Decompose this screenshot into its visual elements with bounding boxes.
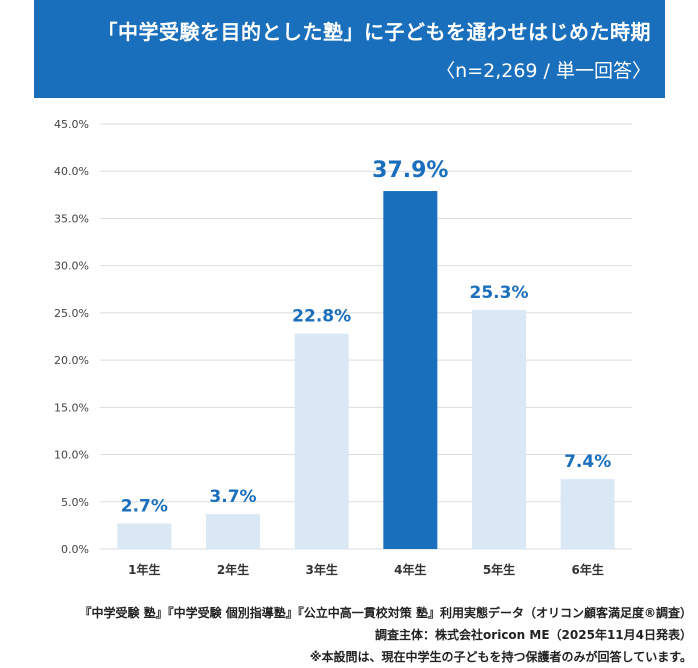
bar: [206, 514, 260, 549]
data-label: 22.8%: [292, 307, 351, 327]
x-tick-label: 5年生: [483, 562, 515, 577]
bar: [472, 310, 526, 549]
y-tick-label: 40.0%: [54, 165, 89, 178]
y-tick-label: 20.0%: [54, 354, 89, 367]
footer-source: 『中学受験 塾』『中学受験 個別指導塾』『公立中高一貫校対策 塾』利用実態データ…: [79, 606, 692, 620]
data-label: 7.4%: [564, 452, 611, 472]
y-tick-label: 0.0%: [61, 543, 89, 556]
x-tick-label: 2年生: [217, 562, 249, 577]
chart-subtitle: 〈n=2,269 / 単一回答〉: [436, 60, 651, 82]
data-label: 3.7%: [209, 487, 256, 507]
data-label: 37.9%: [372, 158, 448, 183]
y-tick-label: 45.0%: [54, 118, 89, 131]
x-tick-label: 3年生: [305, 562, 337, 577]
y-tick-label: 25.0%: [54, 307, 89, 320]
bar: [294, 333, 349, 549]
bar: [383, 191, 438, 550]
y-tick-label: 5.0%: [61, 496, 89, 509]
chart-header: 「中学受験を目的とした塾」に子どもを通わせはじめた時期 〈n=2,269 / 単…: [34, 0, 665, 98]
data-label: 2.7%: [121, 497, 168, 517]
y-tick-label: 15.0%: [54, 401, 89, 414]
footer-note: ※本設問は、現在中学生の子どもを持つ保護者のみが回答しています。: [309, 650, 692, 664]
y-tick-label: 35.0%: [54, 212, 89, 225]
bar: [117, 523, 172, 549]
x-tick-label: 6年生: [571, 562, 603, 577]
y-tick-label: 10.0%: [54, 449, 89, 462]
data-label: 25.3%: [470, 283, 529, 303]
chart-title: 「中学受験を目的とした塾」に子どもを通わせはじめた時期: [97, 20, 651, 44]
bar: [560, 479, 615, 549]
footer-surveyor: 調査主体：株式会社oricon ME（2025年11月4日発表）: [375, 628, 692, 642]
x-tick-label: 4年生: [394, 562, 426, 577]
x-tick-label: 1年生: [128, 562, 160, 577]
y-tick-label: 30.0%: [54, 260, 89, 273]
